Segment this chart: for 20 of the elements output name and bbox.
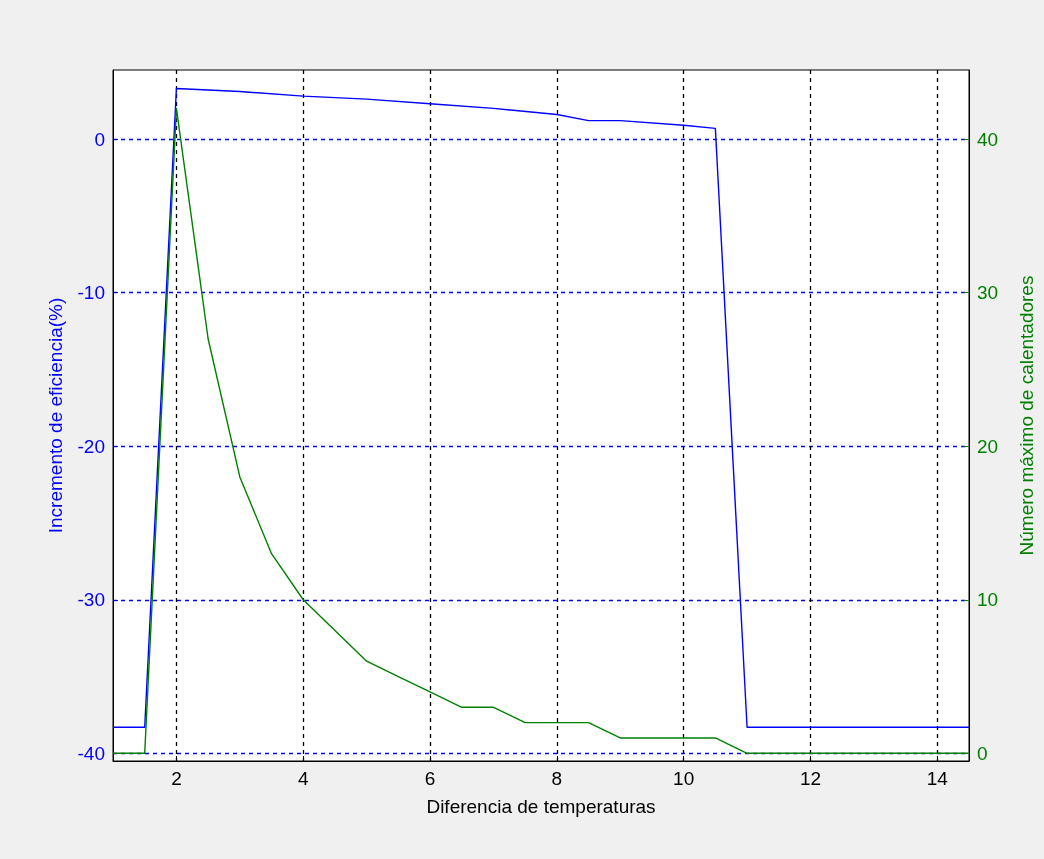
y-tick-label: 0 [94, 128, 105, 150]
y2-tick-label: 10 [977, 589, 999, 611]
y2-axis-title: Número máximo de calentadores [1016, 275, 1037, 556]
y2-tick-label: 20 [977, 435, 999, 457]
x-tick-label: 8 [551, 768, 563, 789]
y-tick-label: -30 [77, 589, 105, 611]
y-tick-label: -40 [77, 742, 105, 764]
x-tick-label: 14 [926, 768, 949, 789]
x-tick-label: 12 [799, 768, 822, 789]
x-tick-label: 6 [424, 768, 436, 789]
y-tick-label: -10 [77, 282, 105, 304]
x-axis-title: Diferencia de temperaturas [426, 796, 656, 817]
x-tick-label: 10 [673, 768, 695, 789]
y2-tick-label: 40 [977, 128, 999, 150]
y-tick-label: -20 [77, 435, 105, 457]
y-axis-title: Incremento de eficiencia(%) [45, 297, 66, 534]
x-tick-label: 2 [171, 768, 182, 789]
x-tick-label: 4 [297, 768, 309, 789]
y2-tick-label: 30 [977, 282, 999, 304]
y2-tick-label: 0 [977, 742, 988, 764]
